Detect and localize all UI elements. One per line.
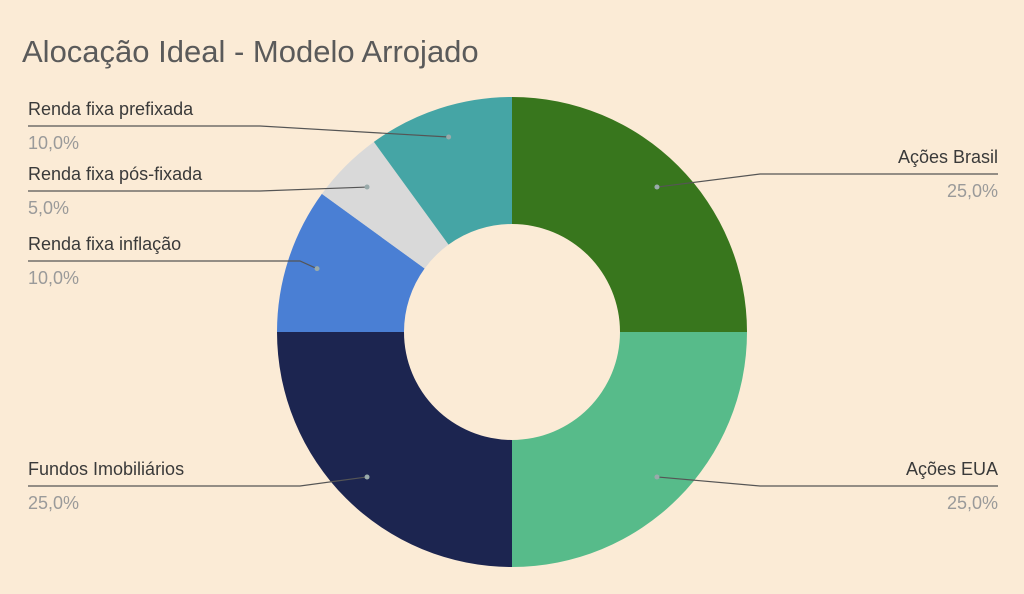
leader-dot <box>654 474 660 480</box>
leader-dot <box>364 184 370 190</box>
slice-label: Renda fixa pós-fixada <box>28 164 203 184</box>
slice-value: 10,0% <box>28 133 79 153</box>
slice <box>373 97 512 245</box>
slice <box>277 332 512 567</box>
slice-value: 5,0% <box>28 198 69 218</box>
slice-value: 10,0% <box>28 268 79 288</box>
leader-line <box>28 260 318 270</box>
slice-value: 25,0% <box>28 493 79 513</box>
slice-value: 25,0% <box>947 181 998 201</box>
leader-dot <box>364 474 370 480</box>
chart-title: Alocação Ideal - Modelo Arrojado <box>22 34 479 69</box>
leader-dot <box>314 266 320 272</box>
leader-dot <box>446 134 452 140</box>
slice-value: 25,0% <box>947 493 998 513</box>
slice <box>512 332 747 567</box>
slice-label: Fundos Imobiliários <box>28 459 184 479</box>
slice-label: Renda fixa inflação <box>28 234 181 254</box>
leader-line <box>28 125 449 138</box>
leader-line <box>656 476 998 487</box>
slice-label: Renda fixa prefixada <box>28 99 194 119</box>
leader-line <box>28 476 368 487</box>
slice-label: Ações Brasil <box>898 147 998 167</box>
leader-dot <box>654 184 660 190</box>
leader-line <box>656 173 998 188</box>
slice <box>277 193 425 332</box>
slice-label: Ações EUA <box>906 459 998 479</box>
slice <box>512 97 747 332</box>
leader-line <box>28 186 368 192</box>
slice <box>321 141 449 269</box>
